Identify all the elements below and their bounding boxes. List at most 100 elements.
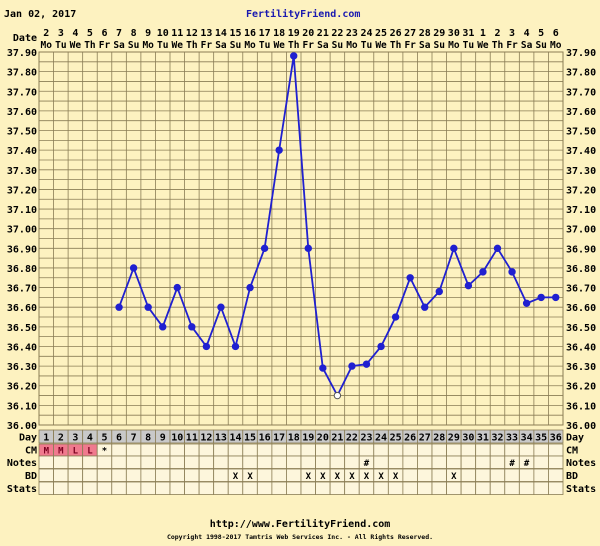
y-tick-label-left: 36.00 [7, 421, 37, 432]
table-cell-cm [446, 443, 462, 457]
cell-value-bd: X [451, 472, 457, 482]
date-tick-label: 3 [509, 28, 515, 39]
table-cell-notes [256, 455, 273, 469]
date-tick-label: 10 [157, 28, 169, 39]
date-tick-label: 2 [43, 28, 49, 39]
table-cell-notes [548, 455, 564, 469]
table-cell-cm [548, 443, 564, 457]
y-tick-label-left: 37.20 [7, 185, 37, 196]
date-tick-label: 24 [360, 28, 372, 39]
table-cell-cm [125, 443, 142, 457]
temperature-point [508, 268, 516, 276]
cell-value-bd: X [378, 472, 384, 482]
table-cell-notes [300, 455, 316, 469]
table-cell-stats [387, 481, 404, 495]
table-cell-stats [548, 481, 564, 495]
cell-value-day: 17 [273, 433, 285, 444]
y-tick-label-left: 36.10 [7, 401, 37, 412]
table-cell-notes [344, 455, 360, 469]
cell-value-day: 10 [171, 433, 183, 444]
temperature-point [348, 362, 356, 370]
table-cell-bd [96, 468, 113, 482]
table-cell-notes [242, 455, 258, 469]
cell-value-day: 28 [433, 433, 445, 444]
table-cell-cm [198, 443, 215, 457]
table-cell-notes [402, 455, 418, 469]
table-cell-stats [300, 481, 316, 495]
table-cell-notes [140, 455, 156, 469]
site-link[interactable]: FertilityFriend.com [246, 9, 361, 20]
y-tick-label-left: 36.40 [7, 342, 37, 353]
y-tick-label-right: 36.60 [566, 303, 596, 314]
weekday-tick-label: Mo [346, 40, 358, 51]
table-cell-notes [373, 455, 389, 469]
temperature-point [159, 323, 167, 331]
table-cell-stats [373, 481, 389, 495]
row-label-right-day: Day [566, 433, 584, 444]
temperature-point [391, 313, 400, 321]
table-cell-cm [460, 443, 477, 457]
cell-value-day: 19 [302, 433, 314, 444]
y-tick-label-right: 37.10 [566, 205, 596, 216]
cell-value-cm: M [44, 447, 50, 457]
y-tick-label-right: 36.90 [566, 244, 596, 255]
y-tick-label-left: 37.80 [7, 68, 37, 79]
table-cell-bd [140, 468, 156, 482]
y-tick-label-right: 36.80 [566, 264, 596, 275]
table-cell-cm [271, 443, 287, 457]
weekday-tick-label: Su [230, 40, 241, 51]
cell-value-day: 5 [101, 433, 107, 444]
table-cell-notes [460, 455, 477, 469]
row-label-stats: Stats [7, 484, 37, 495]
temperature-point [406, 274, 414, 282]
y-tick-label-right: 36.30 [566, 362, 596, 373]
table-cell-bd [184, 468, 200, 482]
date-tick-label: 31 [462, 28, 474, 39]
y-tick-label-right: 36.20 [566, 382, 596, 393]
temperature-point [260, 244, 269, 253]
weekday-tick-label: Tu [259, 40, 270, 51]
table-cell-notes [213, 455, 229, 469]
table-cell-day [548, 429, 564, 444]
cell-value-day: 12 [200, 433, 212, 444]
table-cell-cm [431, 443, 447, 457]
row-label-notes: Notes [7, 458, 37, 469]
weekday-tick-label: We [477, 40, 489, 51]
weekday-tick-label: Th [186, 40, 197, 51]
y-tick-label-left: 37.50 [7, 127, 37, 138]
date-tick-label: 29 [433, 28, 445, 39]
weekday-tick-label: Tu [55, 40, 66, 51]
table-cell-notes [329, 455, 346, 469]
table-cell-stats [169, 481, 185, 495]
table-cell-stats [256, 481, 273, 495]
y-tick-label-right: 37.90 [566, 48, 596, 59]
date-tick-label: 16 [244, 28, 256, 39]
table-cell-stats [38, 481, 54, 495]
weekday-tick-label: Fr [303, 40, 315, 51]
cell-value-day: 27 [419, 433, 431, 444]
date-tick-label: 18 [273, 28, 285, 39]
y-tick-label-left: 37.30 [7, 166, 37, 177]
weekday-tick-label: Th [288, 40, 299, 51]
temperature-point [537, 293, 545, 302]
table-cell-bd [431, 468, 447, 482]
cell-value-day: 23 [360, 433, 372, 444]
date-tick-label: 21 [317, 28, 329, 39]
y-tick-label-left: 36.70 [7, 284, 37, 295]
table-cell-stats [504, 481, 520, 495]
table-cell-cm [387, 443, 404, 457]
y-tick-label-left: 36.90 [7, 244, 37, 255]
table-cell-stats [329, 481, 346, 495]
temperature-point [115, 303, 123, 311]
weekday-tick-label: Mo [244, 40, 256, 51]
temperature-point [435, 287, 443, 296]
temperature-point [552, 293, 560, 302]
weekday-tick-label: Sa [419, 40, 431, 51]
cell-value-cm: L [87, 447, 93, 457]
table-cell-stats [489, 481, 506, 495]
cell-value-day: 22 [346, 433, 358, 444]
cell-value-day: 16 [259, 433, 271, 444]
weekday-tick-label: Sa [215, 40, 227, 51]
weekday-tick-label: Th [390, 40, 401, 51]
